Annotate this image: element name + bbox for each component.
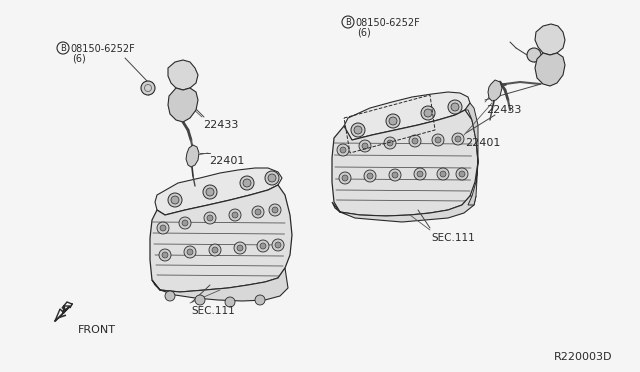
- Text: R220003D: R220003D: [554, 352, 612, 362]
- Circle shape: [206, 188, 214, 196]
- Circle shape: [195, 295, 205, 305]
- Circle shape: [184, 246, 196, 258]
- Polygon shape: [344, 92, 470, 140]
- Circle shape: [237, 245, 243, 251]
- Circle shape: [412, 138, 418, 144]
- Text: (6): (6): [357, 27, 371, 37]
- Circle shape: [212, 247, 218, 253]
- Text: 08150-6252F: 08150-6252F: [70, 44, 135, 54]
- Circle shape: [243, 179, 251, 187]
- Circle shape: [207, 215, 213, 221]
- Text: 22401: 22401: [209, 156, 244, 166]
- Circle shape: [182, 220, 188, 226]
- Circle shape: [440, 171, 446, 177]
- Circle shape: [265, 171, 279, 185]
- Circle shape: [179, 217, 191, 229]
- Circle shape: [240, 176, 254, 190]
- Circle shape: [203, 185, 217, 199]
- Circle shape: [435, 137, 441, 143]
- Text: FRONT: FRONT: [78, 325, 116, 335]
- Circle shape: [432, 134, 444, 146]
- Text: 22401: 22401: [465, 138, 500, 148]
- Polygon shape: [186, 145, 199, 167]
- Circle shape: [171, 196, 179, 204]
- Text: 22433: 22433: [486, 105, 522, 115]
- Circle shape: [268, 174, 276, 182]
- Circle shape: [272, 207, 278, 213]
- Circle shape: [386, 114, 400, 128]
- Circle shape: [455, 136, 461, 142]
- Circle shape: [165, 291, 175, 301]
- Circle shape: [384, 137, 396, 149]
- Polygon shape: [152, 268, 288, 301]
- Circle shape: [252, 206, 264, 218]
- Circle shape: [257, 240, 269, 252]
- Circle shape: [272, 239, 284, 251]
- Circle shape: [362, 143, 368, 149]
- Polygon shape: [535, 24, 565, 55]
- Text: (6): (6): [72, 53, 86, 63]
- Text: SEC.111: SEC.111: [431, 233, 475, 243]
- Text: B: B: [345, 17, 351, 26]
- Circle shape: [337, 144, 349, 156]
- Circle shape: [187, 249, 193, 255]
- Circle shape: [260, 243, 266, 249]
- Circle shape: [359, 140, 371, 152]
- Polygon shape: [465, 103, 478, 205]
- Polygon shape: [155, 168, 282, 215]
- Circle shape: [417, 171, 423, 177]
- Circle shape: [342, 175, 348, 181]
- Circle shape: [421, 106, 435, 120]
- Circle shape: [157, 222, 169, 234]
- Circle shape: [389, 169, 401, 181]
- Circle shape: [448, 100, 462, 114]
- Circle shape: [232, 212, 238, 218]
- Circle shape: [367, 173, 373, 179]
- Circle shape: [229, 209, 241, 221]
- Circle shape: [437, 168, 449, 180]
- Circle shape: [339, 172, 351, 184]
- Circle shape: [209, 244, 221, 256]
- Circle shape: [456, 168, 468, 180]
- Circle shape: [160, 225, 166, 231]
- Text: SEC.111: SEC.111: [191, 306, 235, 316]
- Circle shape: [364, 170, 376, 182]
- Circle shape: [459, 171, 465, 177]
- Circle shape: [392, 172, 398, 178]
- Circle shape: [234, 242, 246, 254]
- Circle shape: [354, 126, 362, 134]
- Circle shape: [275, 242, 281, 248]
- Circle shape: [159, 249, 171, 261]
- Polygon shape: [55, 302, 72, 321]
- Circle shape: [162, 252, 168, 258]
- Circle shape: [527, 48, 541, 62]
- Text: 22433: 22433: [203, 120, 238, 130]
- Circle shape: [389, 117, 397, 125]
- Polygon shape: [535, 53, 565, 86]
- Polygon shape: [332, 110, 478, 216]
- Circle shape: [451, 103, 459, 111]
- Circle shape: [255, 295, 265, 305]
- Polygon shape: [168, 88, 198, 122]
- Polygon shape: [168, 60, 198, 90]
- Text: B: B: [60, 44, 66, 52]
- Circle shape: [340, 147, 346, 153]
- Circle shape: [269, 204, 281, 216]
- Circle shape: [225, 297, 235, 307]
- Circle shape: [168, 193, 182, 207]
- Circle shape: [424, 109, 432, 117]
- Polygon shape: [150, 185, 292, 292]
- Circle shape: [204, 212, 216, 224]
- Circle shape: [255, 209, 261, 215]
- Text: 08150-6252F: 08150-6252F: [355, 18, 420, 28]
- Circle shape: [414, 168, 426, 180]
- Circle shape: [452, 133, 464, 145]
- Polygon shape: [332, 196, 476, 222]
- Polygon shape: [488, 80, 502, 101]
- Circle shape: [387, 140, 393, 146]
- Circle shape: [351, 123, 365, 137]
- Circle shape: [141, 81, 155, 95]
- Circle shape: [409, 135, 421, 147]
